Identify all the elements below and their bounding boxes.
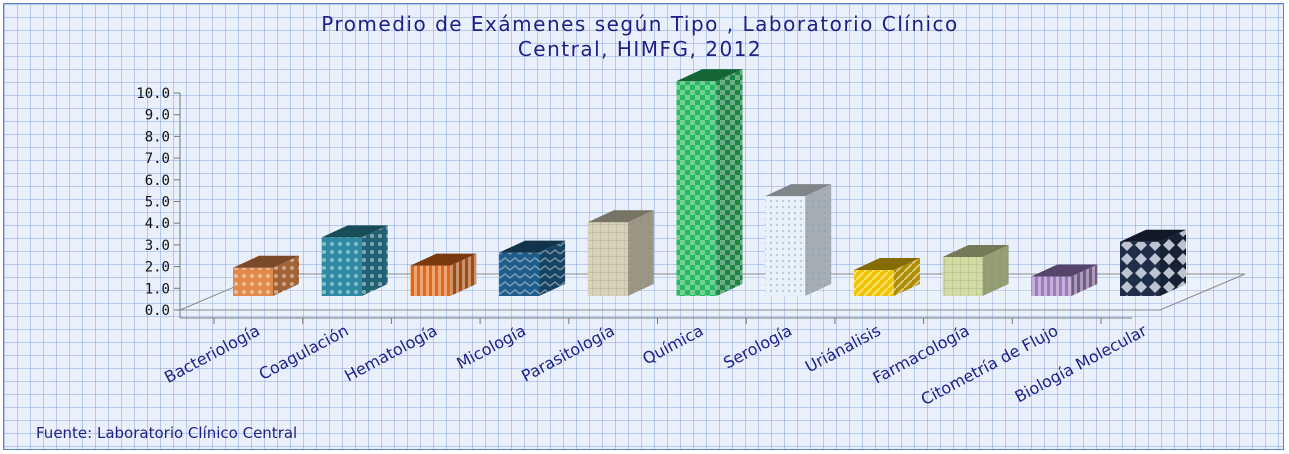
x-tick-label: Parasitología	[518, 321, 618, 386]
bars	[233, 69, 1186, 296]
y-tick-label: 8.0	[145, 129, 170, 145]
bar-top-face	[499, 240, 566, 253]
y-tick-label: 6.0	[145, 173, 170, 189]
x-tick-label: Química	[639, 321, 706, 369]
y-tick-label: 1.0	[145, 281, 170, 297]
y-tick-label: 9.0	[145, 108, 170, 124]
bar-serología	[765, 184, 832, 296]
bar-front-pattern	[233, 267, 273, 296]
x-tick-label: Coagulación	[256, 321, 352, 384]
bar-side-pattern	[361, 225, 388, 296]
bar-coagulación	[321, 225, 388, 296]
bar-front-pattern	[765, 196, 806, 296]
y-tick-label: 0.0	[145, 303, 170, 319]
y-tick-label: 5.0	[145, 195, 170, 211]
x-tick-label: Micología	[453, 321, 529, 373]
y-tick-label: 2.0	[145, 260, 170, 276]
bar-micología	[499, 240, 566, 296]
x-tick-label: Bacteriología	[161, 321, 263, 387]
bar-front-pattern	[499, 252, 540, 296]
y-tick-label: 10.0	[136, 86, 170, 102]
bar-top-face	[676, 69, 743, 82]
bar-front-pattern	[942, 256, 983, 296]
bar-top-face	[765, 184, 832, 197]
bar-side-pattern	[1160, 229, 1186, 296]
x-tick-label: Hematología	[341, 321, 440, 386]
bar-side-pattern	[450, 253, 477, 296]
bar-side-pattern	[716, 69, 743, 296]
y-tick-label: 3.0	[145, 238, 170, 254]
y-tick-label: 4.0	[145, 216, 170, 232]
bar-top-face	[853, 257, 920, 270]
bar-top-face	[942, 244, 1009, 257]
bar-side-pattern	[627, 210, 654, 296]
bar-side-pattern	[982, 244, 1009, 296]
bar-top-face	[587, 210, 654, 223]
bar-top-face	[1031, 264, 1098, 277]
chart-title-line-1: Promedio de Exámenes según Tipo , Labora…	[321, 12, 959, 36]
bar-front-pattern	[410, 265, 451, 296]
bar-química	[676, 69, 743, 296]
bar-side-pattern	[273, 255, 299, 296]
bar-front-pattern	[1120, 241, 1160, 296]
bar-front-pattern	[853, 269, 894, 296]
bar-front-pattern	[676, 81, 717, 296]
bar-citometría-de-flujo	[1031, 264, 1098, 296]
bar-top-face	[321, 225, 388, 238]
x-tick-label: Serología	[720, 321, 795, 373]
bar-bacteriología	[233, 255, 299, 296]
bar-top-face	[1120, 229, 1186, 242]
bar-side-pattern	[1071, 264, 1098, 296]
chart-title-line-2: Central, HIMFG, 2012	[518, 37, 762, 61]
bar-biología-molecular	[1120, 229, 1186, 296]
bar-parasitología	[587, 210, 654, 296]
bar-side-pattern	[893, 257, 920, 296]
bar-side-pattern	[805, 184, 832, 296]
bar-top-face	[410, 253, 477, 266]
x-tick-label: Uriánalisis	[802, 321, 884, 377]
bar-front-pattern	[587, 222, 628, 296]
bar-side-pattern	[539, 240, 566, 296]
bar-top-face	[233, 255, 299, 268]
bar-uriánalisis	[853, 257, 920, 296]
source-note: Fuente: Laboratorio Clínico Central	[36, 424, 297, 442]
chart-title: Promedio de Exámenes según Tipo , Labora…	[321, 12, 959, 61]
y-axis: 0.0 1.0 2.0 3.0 4.0 5.0 6.0 7.0 8.0 9.0 10.0	[136, 86, 181, 319]
bar-hematología	[410, 253, 477, 296]
y-tick-label: 7.0	[145, 151, 170, 167]
bar-front-pattern	[1031, 276, 1072, 296]
bar-front-pattern	[321, 237, 362, 296]
bar-farmacología	[942, 244, 1009, 296]
